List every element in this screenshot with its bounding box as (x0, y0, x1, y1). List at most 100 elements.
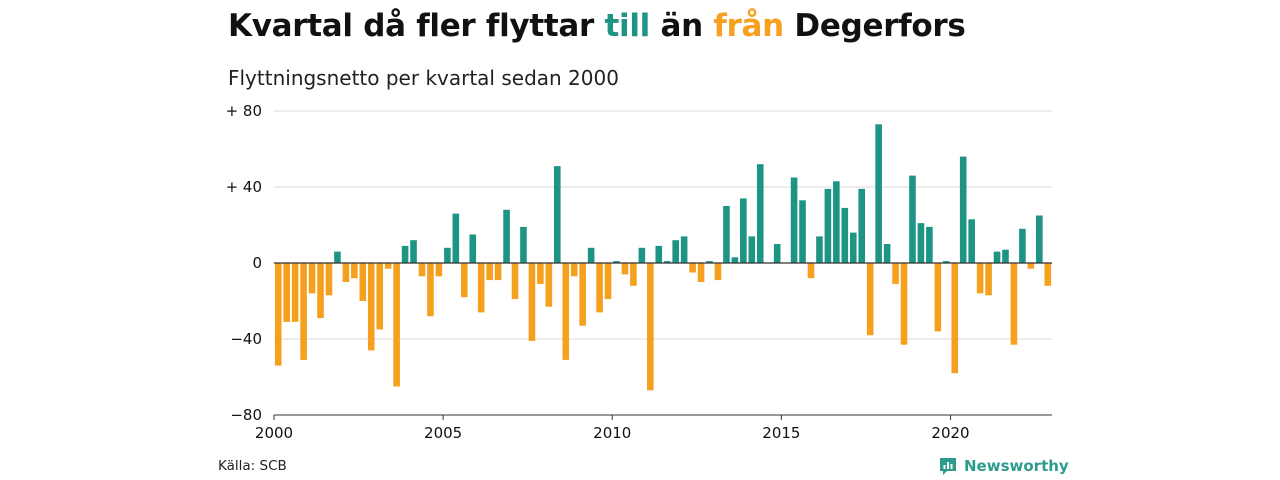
bar: 2017 Q2: 39 (858, 188, 866, 263)
y-tick-label: −40 (230, 330, 262, 348)
bar: 2002 Q1: -10 (342, 263, 350, 282)
bar: 2013 Q2: 30 (723, 206, 730, 263)
bar: 2004 Q4: -7 (435, 263, 443, 277)
bar: 2007 Q4: -11 (537, 263, 544, 284)
bar: 2003 Q3: -65 (393, 263, 400, 387)
bar: 2019 Q1: 21 (917, 223, 925, 263)
bar: 2019 Q4: 1 (943, 261, 950, 263)
bar: 2013 Q4: 34 (740, 198, 747, 263)
bar: 2016 Q2: 39 (824, 188, 832, 263)
bar: 2006 Q4: 28 (503, 209, 510, 263)
bar: 2009 Q4: -19 (604, 263, 612, 300)
bar: 2001 Q2: -29 (317, 263, 324, 319)
title-part-1: Kvartal då fler flyttar (228, 8, 605, 44)
bar: 2015 Q2: 45 (790, 177, 798, 263)
newsworthy-logo: Newsworthy (938, 456, 1069, 476)
bar: 2000 Q4: -51 (300, 263, 307, 360)
bar: 2001 Q4: 6 (334, 251, 341, 263)
bar: 2012 Q1: 14 (680, 236, 688, 263)
bar: 2003 Q2: -3 (384, 263, 392, 269)
bar: 2003 Q1: -35 (376, 263, 384, 330)
bar: 2017 Q3: -38 (866, 263, 874, 336)
bar: 2008 Q2: 51 (554, 166, 561, 263)
bar: 2008 Q4: -7 (570, 263, 578, 277)
bar: 2017 Q4: 73 (875, 124, 882, 263)
bar: 2021 Q4: -43 (1010, 263, 1018, 345)
bar: 2014 Q2: 52 (756, 164, 764, 263)
bar: 2014 Q1: 14 (748, 236, 756, 263)
bar: 2019 Q3: -36 (934, 263, 942, 332)
bar: 2012 Q2: -5 (689, 263, 696, 273)
source-note: Källa: SCB (218, 458, 287, 474)
newsworthy-icon (940, 458, 956, 475)
bar: 2021 Q2: 6 (993, 251, 1001, 263)
bar: 2004 Q2: -7 (418, 263, 426, 277)
bar: 2002 Q3: -20 (359, 263, 367, 301)
bar: 2018 Q3: -43 (900, 263, 908, 345)
bar: 2006 Q3: -9 (494, 263, 502, 281)
bar: 2017 Q1: 16 (849, 232, 857, 263)
bar: 2018 Q1: 10 (883, 244, 891, 263)
x-tick-label: 2000 (255, 424, 293, 442)
bar: 2001 Q1: -16 (308, 263, 316, 294)
chart-title: Kvartal då fler flyttar till än från Deg… (228, 8, 966, 44)
bar: 2016 Q1: 14 (816, 236, 823, 263)
title-part-3: Degerfors (783, 8, 966, 44)
y-tick-label: + 40 (226, 178, 262, 196)
bar: 2006 Q2: -9 (486, 263, 493, 281)
bar: 2004 Q1: 12 (410, 240, 417, 263)
bar: 2004 Q3: -28 (427, 263, 434, 317)
bar: 2000 Q1: -54 (274, 263, 282, 366)
bar: 2012 Q3: -10 (697, 263, 705, 282)
bar: 2014 Q4: 10 (773, 244, 781, 263)
x-tick-label: 2015 (762, 424, 800, 442)
bar: 2022 Q4: -12 (1044, 263, 1052, 286)
bar: 2020 Q3: 23 (968, 219, 975, 263)
y-tick-label: −80 (230, 406, 262, 424)
bar: 2003 Q4: 9 (401, 245, 409, 263)
bar: 2010 Q4: 8 (638, 247, 646, 263)
bar: 2008 Q3: -51 (562, 263, 570, 360)
bar: 2005 Q3: -18 (460, 263, 468, 298)
bar: 2010 Q2: -6 (621, 263, 629, 275)
bar: 2018 Q2: -11 (892, 263, 899, 284)
title-part-2: än (649, 8, 714, 44)
bar: 2015 Q3: 33 (799, 200, 806, 263)
bar: 2018 Q4: 46 (909, 175, 916, 263)
bar: 2009 Q3: -26 (596, 263, 603, 313)
bar: 2008 Q1: -23 (545, 263, 553, 307)
bar: 2007 Q1: -19 (511, 263, 519, 300)
x-tick-label: 2010 (593, 424, 631, 442)
bar: 2011 Q4: 12 (672, 240, 679, 263)
bars: 2000 Q1: -542000 Q2: -312000 Q3: -312000… (274, 124, 1052, 391)
bar: 2022 Q3: 25 (1036, 215, 1043, 263)
chart-subtitle: Flyttningsnetto per kvartal sedan 2000 (228, 66, 619, 90)
bar: 2007 Q3: -41 (528, 263, 536, 341)
bar: 2016 Q4: 29 (841, 207, 849, 263)
bar: 2001 Q3: -17 (325, 263, 333, 296)
x-tick-label: 2020 (931, 424, 969, 442)
bar: 2019 Q2: 19 (926, 226, 933, 263)
bar: 2021 Q1: -17 (985, 263, 992, 296)
bar: 2021 Q3: 7 (1002, 249, 1009, 263)
bar: 2020 Q1: -58 (951, 263, 959, 374)
bar: 2011 Q1: -67 (647, 263, 654, 391)
title-till-word: till (604, 8, 650, 44)
bar: 2010 Q3: -12 (630, 263, 637, 286)
bar: 2005 Q2: 26 (452, 213, 460, 263)
bar: 2016 Q3: 43 (833, 181, 840, 263)
bar: 2022 Q2: -3 (1027, 263, 1035, 269)
bar: 2013 Q1: -9 (714, 263, 722, 281)
bar: 2006 Q1: -26 (477, 263, 485, 313)
bar: 2005 Q1: 8 (444, 247, 451, 263)
bar: 2012 Q4: 1 (706, 261, 713, 263)
bar: 2011 Q3: 1 (663, 261, 671, 263)
title-fran-word: från (713, 8, 784, 44)
bar: 2000 Q2: -31 (283, 263, 290, 322)
bar: 2002 Q2: -8 (351, 263, 358, 279)
y-tick-label: + 80 (226, 102, 262, 120)
bar: 2009 Q1: -33 (579, 263, 586, 326)
bar: 2000 Q3: -31 (291, 263, 299, 322)
